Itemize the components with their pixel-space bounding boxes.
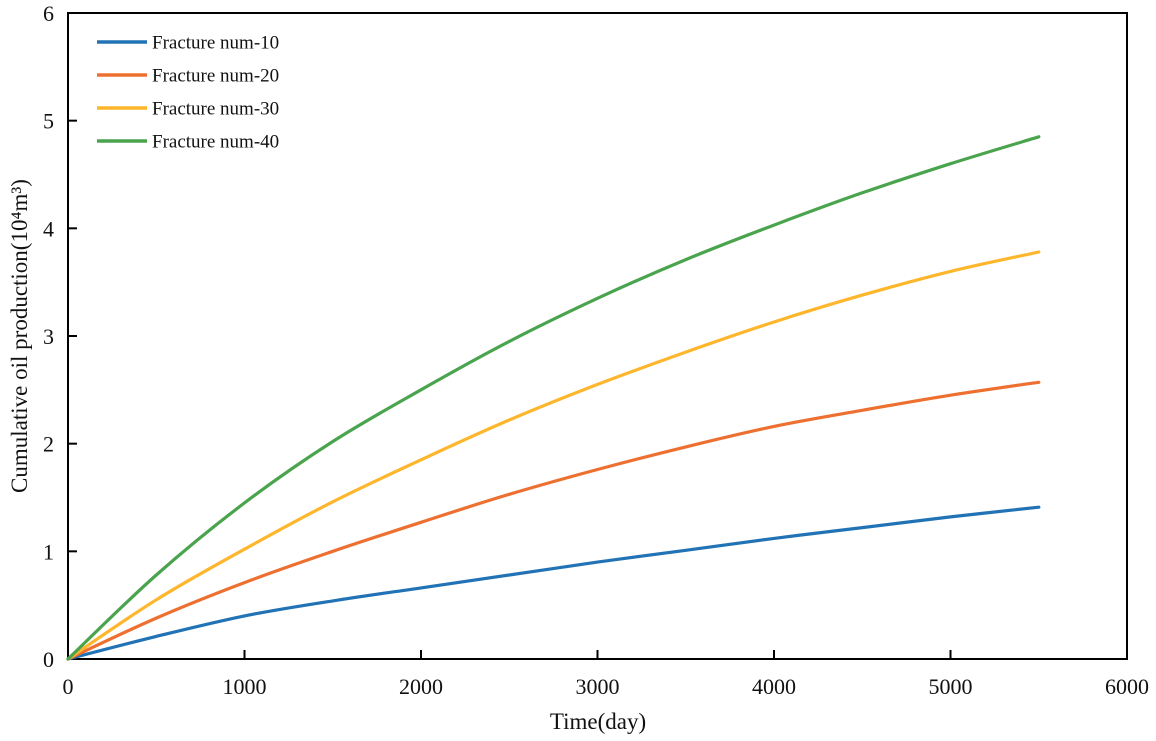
- y-tick-label: 5: [43, 109, 54, 134]
- y-tick-label: 4: [43, 216, 54, 241]
- legend: Fracture num-10 Fracture num-20 Fracture n…: [97, 33, 279, 153]
- series-line-fracture-num-30: [66, 250, 1041, 661]
- x-tick-label: 5000: [929, 674, 973, 699]
- x-tick-label: 0: [63, 674, 74, 699]
- y-tick-label: 3: [43, 324, 54, 349]
- legend-label: Fracture num-20: [152, 66, 279, 87]
- legend-item: Fracture num-20: [97, 66, 279, 87]
- y-axis-title: Cumulative oil production(10⁴m³): [7, 179, 32, 493]
- axis-ticks: 0 1000 2000 3000 4000 5000 6000 0 1 2 3 4 5 6: [43, 1, 1149, 699]
- legend-label: Fracture num-40: [152, 132, 279, 153]
- legend-item: Fracture num-40: [97, 132, 279, 153]
- legend-item: Fracture num-10: [97, 33, 279, 54]
- series-lines: [66, 135, 1041, 661]
- series-line-fracture-num-10: [66, 505, 1041, 661]
- legend-label: Fracture num-30: [152, 99, 279, 120]
- y-tick-label: 0: [43, 647, 54, 672]
- x-tick-label: 2000: [399, 674, 443, 699]
- x-tick-label: 1000: [223, 674, 267, 699]
- legend-item: Fracture num-30: [97, 99, 279, 120]
- legend-label: Fracture num-10: [152, 33, 279, 54]
- y-tick-label: 6: [43, 1, 54, 26]
- y-tick-label: 2: [43, 432, 54, 457]
- series-line-fracture-num-20: [66, 380, 1041, 661]
- x-tick-label: 3000: [576, 674, 620, 699]
- y-tick-label: 1: [43, 539, 54, 564]
- x-tick-label: 4000: [752, 674, 796, 699]
- x-tick-label: 6000: [1105, 674, 1149, 699]
- x-axis-title: Time(day): [550, 709, 646, 734]
- series-line-fracture-num-40: [66, 135, 1041, 661]
